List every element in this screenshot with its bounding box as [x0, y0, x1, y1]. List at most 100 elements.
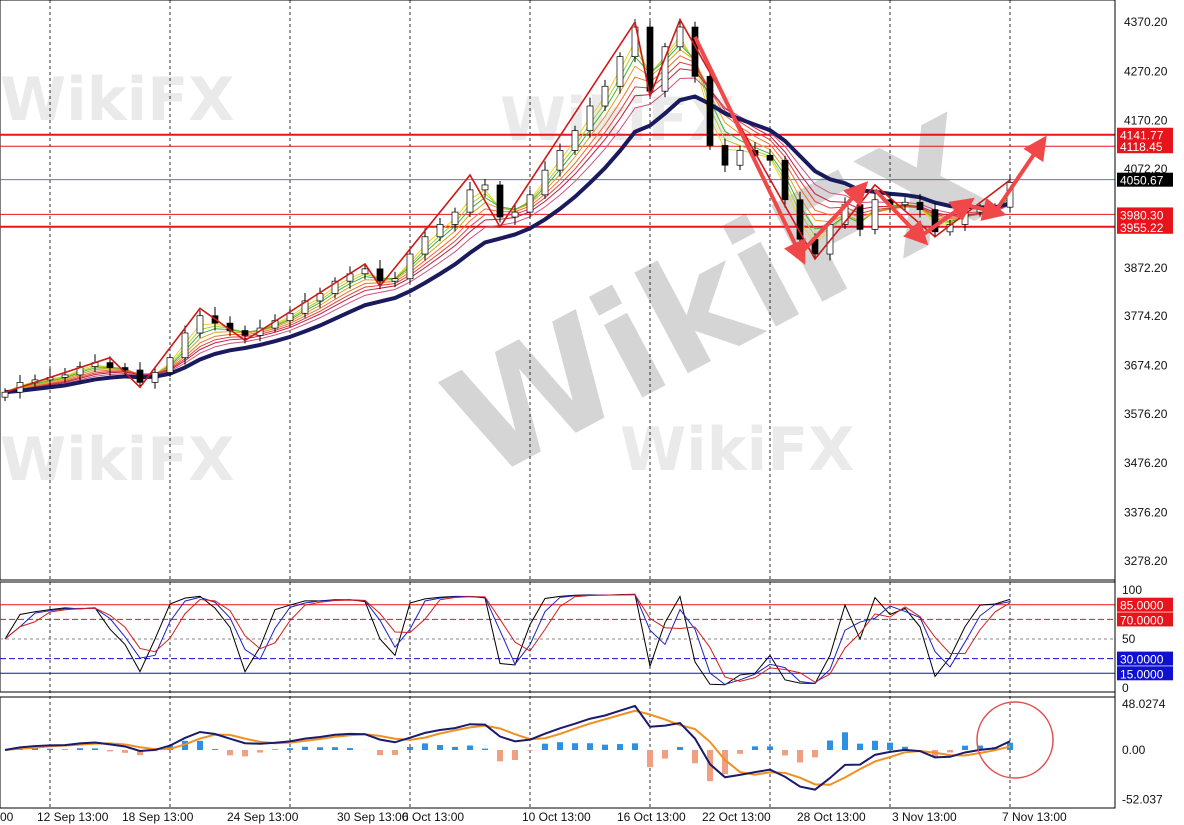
macd-histogram-bar — [722, 750, 728, 775]
macd-histogram-bar — [62, 749, 68, 750]
macd-histogram-bar — [662, 750, 668, 759]
candle-body — [241, 330, 249, 336]
watermark-small: WikiFX — [0, 65, 234, 135]
macd-histogram-bar — [857, 743, 863, 750]
price-tag — [1117, 219, 1173, 234]
candle-body — [151, 372, 159, 383]
macd-histogram-bar — [767, 746, 773, 750]
price-tick: 4072.20 — [1124, 162, 1168, 176]
macd-histogram-bar — [242, 750, 248, 757]
macd-histogram-bar — [107, 750, 113, 752]
macd-histogram-bar — [812, 750, 818, 758]
candle-body — [196, 315, 204, 334]
candle-body — [166, 357, 174, 373]
stoch-tick: 100 — [1122, 583, 1142, 597]
candle-body — [901, 201, 909, 206]
macd-histogram-bar — [692, 750, 698, 764]
macd-histogram-bar — [572, 743, 578, 750]
candle-body — [436, 224, 444, 238]
candle-body — [931, 209, 939, 233]
price-tick: 3278.20 — [1124, 554, 1168, 568]
macd-histogram-bar — [422, 743, 428, 750]
stoch-tag — [1117, 597, 1173, 612]
macd-tick: -52.037 — [1122, 793, 1163, 807]
trend-arrow — [993, 135, 1047, 214]
trend-arrow — [873, 188, 929, 246]
candle-body — [676, 26, 684, 48]
time-tick: 3 Nov 13:00 — [892, 810, 957, 824]
time-tick: 10 Oct 13:00 — [522, 810, 591, 824]
current-price-label: 4050.67 — [1120, 174, 1164, 188]
stochastic-line — [4, 594, 1011, 683]
candle-body — [736, 150, 744, 166]
macd-histogram-bar — [452, 746, 458, 750]
macd-histogram-bar — [872, 740, 878, 750]
candle-body — [856, 204, 864, 230]
candle-body — [541, 169, 549, 196]
price-tick: 4370.20 — [1124, 15, 1168, 29]
macd-histogram-bar — [227, 750, 233, 756]
macd-histogram-bar — [317, 747, 323, 750]
macd-histogram-bar — [377, 750, 383, 756]
macd-histogram-bar — [197, 740, 203, 750]
price-tag — [1117, 127, 1173, 142]
candle-body — [601, 85, 609, 107]
macd-histogram-bar — [947, 750, 953, 753]
candle-body — [616, 56, 624, 87]
watermark-small: WikiFX — [0, 425, 234, 495]
macd-histogram-bar — [122, 750, 128, 753]
macd-histogram-bar — [827, 740, 833, 750]
macd-histogram-bar — [167, 745, 173, 750]
macd-histogram-bar — [407, 746, 413, 750]
candle-body — [136, 369, 144, 383]
macd-histogram-bar — [467, 745, 473, 750]
macd-histogram-bar — [92, 748, 98, 750]
macd-histogram-bar — [737, 750, 743, 754]
price-tick: 3376.20 — [1124, 506, 1168, 520]
highlight-circle — [976, 701, 1054, 779]
macd-histogram-bar — [437, 745, 443, 750]
stoch-tag-label: 85.0000 — [1120, 599, 1164, 613]
macd-histogram-bar — [887, 742, 893, 750]
macd-histogram-bar — [77, 748, 83, 750]
stoch-tag-label: 70.0000 — [1120, 613, 1164, 627]
macd-histogram-bar — [632, 743, 638, 750]
candle-body — [646, 26, 654, 92]
macd-histogram-bar — [287, 748, 293, 750]
trend-arrow — [918, 197, 975, 239]
stoch-tag-label: 15.0000 — [1120, 667, 1164, 681]
panel-frame — [0, 581, 1116, 693]
candle-body — [511, 211, 519, 218]
time-tick: 24 Sep 13:00 — [227, 810, 299, 824]
macd-histogram-bar — [47, 748, 53, 750]
candle-body — [421, 236, 429, 255]
macd-histogram-bar — [842, 732, 848, 750]
stochastic-line — [4, 593, 1011, 686]
price-tick: 3774.20 — [1124, 309, 1168, 323]
price-tag — [1117, 139, 1173, 154]
candle-body — [706, 76, 714, 146]
price-tick: 3872.20 — [1124, 261, 1168, 275]
macd-histogram-bar — [527, 750, 533, 751]
candle-body — [391, 278, 399, 282]
stoch-tick: 0 — [1122, 681, 1129, 695]
macd-line — [4, 704, 1011, 791]
candle-body — [721, 145, 729, 166]
macd-histogram-bar — [272, 749, 278, 750]
candle-body — [361, 268, 369, 275]
time-tick: 7 Nov 13:00 — [1002, 810, 1067, 824]
macd-histogram-bar — [1007, 742, 1013, 750]
candle-body — [691, 26, 699, 77]
watermark-small: WikiFX — [500, 85, 734, 155]
macd-tick: 0.00 — [1122, 743, 1146, 757]
macd-histogram-bar — [707, 750, 713, 782]
watermark-small: WikiFX — [620, 415, 854, 485]
price-tick: 4270.20 — [1124, 64, 1168, 78]
price-tag-label: 3955.22 — [1120, 221, 1164, 235]
trend-arrow — [964, 197, 1007, 221]
stoch-tag — [1117, 612, 1173, 627]
macd-histogram-bar — [782, 750, 788, 756]
candle-body — [451, 211, 459, 225]
time-tick: 22 Oct 13:00 — [702, 810, 771, 824]
macd-histogram-bar — [677, 747, 683, 750]
